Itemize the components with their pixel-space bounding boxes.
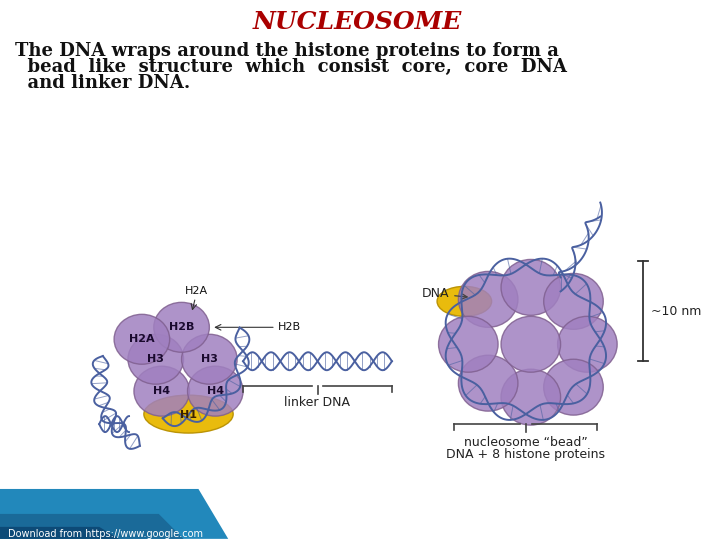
Text: H2A: H2A: [185, 286, 208, 296]
Ellipse shape: [128, 334, 184, 384]
Polygon shape: [0, 514, 184, 539]
Ellipse shape: [187, 366, 243, 416]
Ellipse shape: [134, 366, 189, 416]
Text: H3: H3: [148, 354, 164, 364]
Text: H2B: H2B: [278, 322, 301, 332]
Text: H2A: H2A: [129, 334, 155, 345]
Text: DNA + 8 histone proteins: DNA + 8 histone proteins: [446, 448, 606, 461]
Text: DNA: DNA: [422, 287, 467, 300]
Text: H3: H3: [201, 354, 217, 364]
Text: and linker DNA.: and linker DNA.: [15, 74, 190, 92]
Text: H4: H4: [207, 386, 224, 396]
Text: The DNA wraps around the histone proteins to form a: The DNA wraps around the histone protein…: [15, 42, 559, 60]
Text: bead  like  structure  which  consist  core,  core  DNA: bead like structure which consist core, …: [15, 58, 567, 76]
Ellipse shape: [438, 316, 498, 372]
Text: H4: H4: [153, 386, 171, 396]
Ellipse shape: [154, 302, 210, 352]
Ellipse shape: [459, 272, 518, 327]
Ellipse shape: [501, 316, 561, 372]
Text: linker DNA: linker DNA: [284, 396, 351, 409]
Ellipse shape: [144, 395, 233, 433]
Text: ~10 nm: ~10 nm: [651, 305, 701, 318]
Ellipse shape: [181, 334, 237, 384]
Text: Download from https://www.google.com: Download from https://www.google.com: [8, 529, 203, 539]
Ellipse shape: [501, 369, 561, 425]
Polygon shape: [0, 527, 119, 539]
Text: NUCLEOSOME: NUCLEOSOME: [253, 10, 462, 34]
Ellipse shape: [459, 355, 518, 411]
Ellipse shape: [437, 286, 492, 316]
Text: nucleosome “bead”: nucleosome “bead”: [464, 436, 588, 449]
Text: H1: H1: [180, 410, 197, 420]
Ellipse shape: [544, 273, 603, 329]
Text: H2B: H2B: [169, 322, 194, 332]
Ellipse shape: [557, 316, 617, 372]
Ellipse shape: [114, 314, 170, 364]
Ellipse shape: [501, 259, 561, 315]
Ellipse shape: [544, 359, 603, 415]
Polygon shape: [0, 489, 228, 539]
